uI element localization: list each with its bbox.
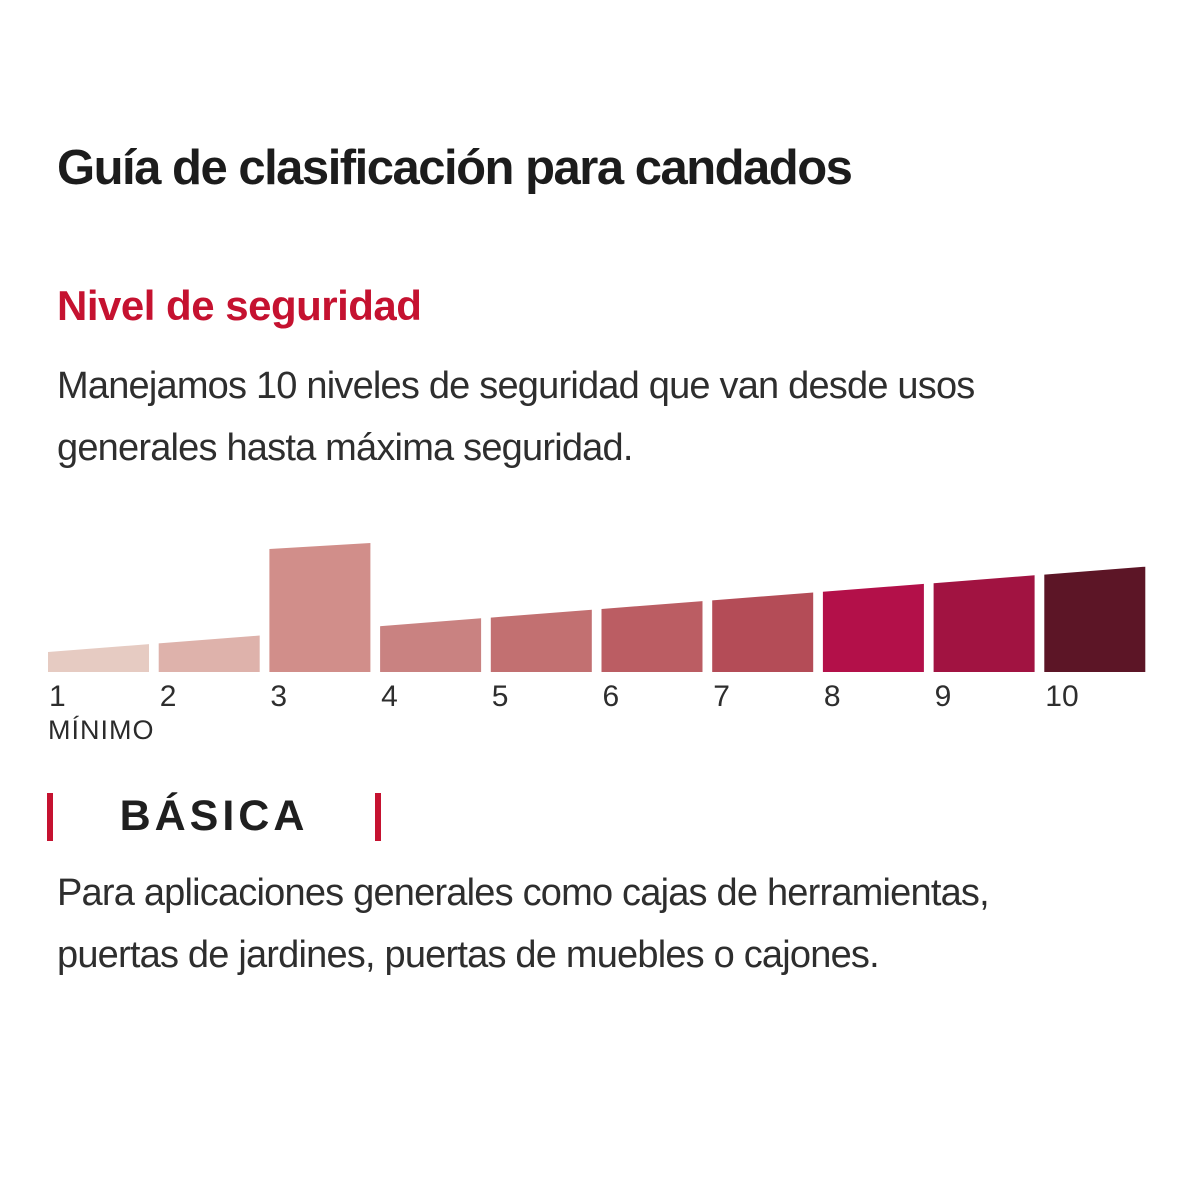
bar-level-2 [158, 635, 260, 672]
range-end-marker [375, 793, 381, 841]
level-number-6: 6 [603, 680, 620, 713]
bar-level-3 [269, 543, 371, 672]
level-number-4: 4 [381, 680, 398, 713]
description-line-1: Para aplicaciones generales como cajas d… [57, 872, 990, 914]
bar-level-7 [712, 592, 814, 672]
minimum-label: MÍNIMO [48, 715, 155, 745]
security-level-heading: Nivel de seguridad [57, 282, 422, 329]
bar-level-10 [1044, 566, 1146, 672]
level-number-5: 5 [492, 680, 509, 713]
security-level-chart-wrap: 1 2 3 4 5 6 7 8 9 10 MÍNIMO [0, 500, 1200, 750]
page-title: Guía de clasificación para candados [57, 141, 853, 195]
bar-level-8 [822, 583, 924, 672]
bar-level-6 [601, 601, 703, 672]
classification-range-row: BÁSICA [0, 790, 1200, 846]
security-level-chart: 1 2 3 4 5 6 7 8 9 10 MÍNIMO [48, 543, 1146, 745]
bar-level-1 [48, 644, 149, 672]
range-start-marker [47, 793, 53, 841]
level-number-10: 10 [1045, 680, 1078, 713]
level-number-9: 9 [935, 680, 952, 713]
bar-level-5 [490, 609, 592, 672]
security-intro-paragraph: Manejamos 10 niveles de seguridad que va… [57, 355, 975, 479]
classification-description: Para aplicaciones generales como cajas d… [57, 862, 990, 986]
level-number-3: 3 [270, 680, 287, 713]
intro-line-1: Manejamos 10 niveles de seguridad que va… [57, 365, 975, 407]
bar-level-4 [380, 618, 482, 672]
level-number-1: 1 [49, 680, 66, 713]
description-line-2: puertas de jardines, puertas de muebles … [57, 934, 880, 976]
intro-line-2: generales hasta máxima seguridad. [57, 427, 633, 469]
classification-label: BÁSICA [119, 792, 309, 840]
level-number-8: 8 [824, 680, 841, 713]
level-number-7: 7 [713, 680, 730, 713]
bar-level-9 [933, 575, 1035, 672]
level-number-2: 2 [160, 680, 177, 713]
